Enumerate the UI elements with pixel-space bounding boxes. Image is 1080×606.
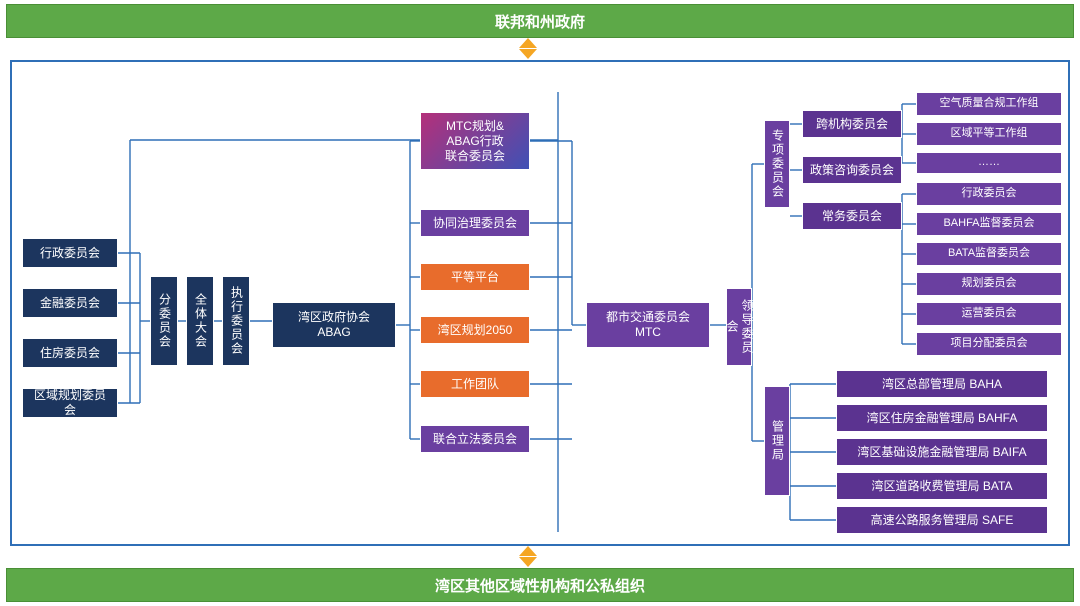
node-zhi: 执行委员会 <box>222 276 250 366</box>
node-d4: 规划委员会 <box>916 272 1062 296</box>
arrow-top <box>519 38 537 59</box>
node-sp1: 跨机构委员会 <box>802 110 902 138</box>
node-mtc: 都市交通委员会MTC <box>586 302 710 348</box>
node-m1: 湾区总部管理局 BAHA <box>836 370 1048 398</box>
node-mgmt: 管理局 <box>764 386 790 496</box>
node-legis: 联合立法委员会 <box>420 425 530 453</box>
node-lead: 领导委员会 <box>726 288 752 366</box>
node-m5: 高速公路服务管理局 SAFE <box>836 506 1048 534</box>
node-special: 专项委员会 <box>764 120 790 208</box>
node-team: 工作团队 <box>420 370 530 398</box>
node-m3: 湾区基础设施金融管理局 BAIFA <box>836 438 1048 466</box>
banner-bottom: 湾区其他区域性机构和公私组织 <box>6 568 1074 602</box>
node-sp3: 常务委员会 <box>802 202 902 230</box>
node-plan50: 湾区规划2050 <box>420 316 530 344</box>
arrow-bottom <box>519 546 537 567</box>
node-c2: 区域平等工作组 <box>916 122 1062 146</box>
node-d3: BATA监督委员会 <box>916 242 1062 266</box>
node-equal: 平等平台 <box>420 263 530 291</box>
node-left1: 行政委员会 <box>22 238 118 268</box>
banner-bottom-label: 湾区其他区域性机构和公私组织 <box>435 575 645 596</box>
node-m4: 湾区道路收费管理局 BATA <box>836 472 1048 500</box>
node-m2: 湾区住房金融管理局 BAHFA <box>836 404 1048 432</box>
node-d6: 项目分配委员会 <box>916 332 1062 356</box>
node-quan: 全体大会 <box>186 276 214 366</box>
banner-top-label: 联邦和州政府 <box>495 11 585 32</box>
node-fen: 分委员会 <box>150 276 178 366</box>
node-d2: BAHFA监督委员会 <box>916 212 1062 236</box>
node-d1: 行政委员会 <box>916 182 1062 206</box>
node-left2: 金融委员会 <box>22 288 118 318</box>
node-left4: 区域规划委员会 <box>22 388 118 418</box>
node-c3: …… <box>916 152 1062 174</box>
node-abag: 湾区政府协会ABAG <box>272 302 396 348</box>
node-c1: 空气质量合规工作组 <box>916 92 1062 116</box>
node-govern: 协同治理委员会 <box>420 209 530 237</box>
node-d5: 运营委员会 <box>916 302 1062 326</box>
node-joint: MTC规划&ABAG行政联合委员会 <box>420 112 530 170</box>
node-left3: 住房委员会 <box>22 338 118 368</box>
node-sp2: 政策咨询委员会 <box>802 156 902 184</box>
banner-top: 联邦和州政府 <box>6 4 1074 38</box>
